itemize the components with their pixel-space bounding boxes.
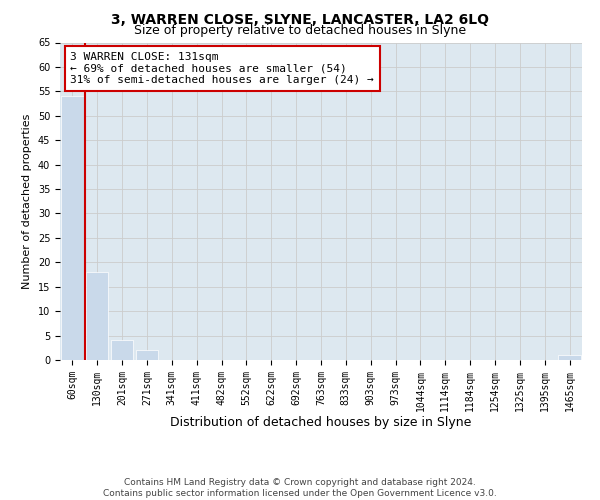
Bar bbox=[61, 96, 83, 360]
Bar bbox=[86, 272, 109, 360]
Text: 3 WARREN CLOSE: 131sqm
← 69% of detached houses are smaller (54)
31% of semi-det: 3 WARREN CLOSE: 131sqm ← 69% of detached… bbox=[70, 52, 374, 85]
Y-axis label: Number of detached properties: Number of detached properties bbox=[22, 114, 32, 289]
X-axis label: Distribution of detached houses by size in Slyne: Distribution of detached houses by size … bbox=[170, 416, 472, 430]
Bar bbox=[111, 340, 133, 360]
Text: Size of property relative to detached houses in Slyne: Size of property relative to detached ho… bbox=[134, 24, 466, 37]
Text: Contains HM Land Registry data © Crown copyright and database right 2024.
Contai: Contains HM Land Registry data © Crown c… bbox=[103, 478, 497, 498]
Text: 3, WARREN CLOSE, SLYNE, LANCASTER, LA2 6LQ: 3, WARREN CLOSE, SLYNE, LANCASTER, LA2 6… bbox=[111, 12, 489, 26]
Bar bbox=[136, 350, 158, 360]
Bar bbox=[559, 355, 581, 360]
